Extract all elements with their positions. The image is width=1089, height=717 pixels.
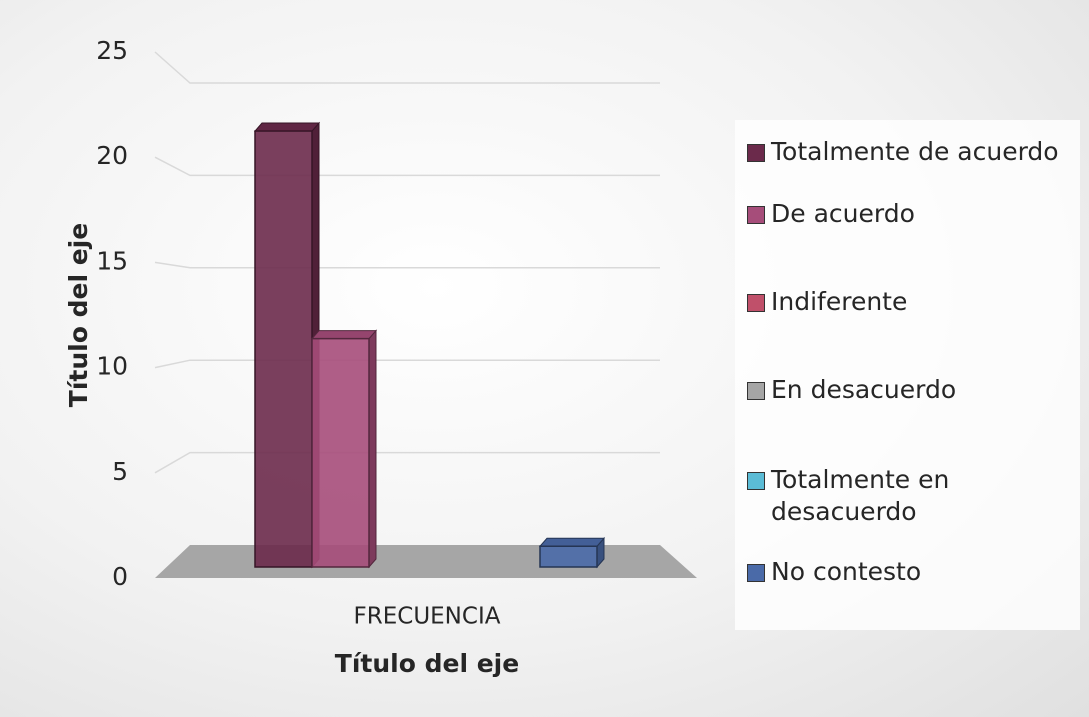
x-tick-label: FRECUENCIA (354, 604, 501, 630)
y-tick-label: 15 (96, 246, 128, 275)
bar (254, 130, 313, 568)
legend-item: En desacuerdo (747, 374, 1076, 406)
grid-line (154, 451, 660, 474)
legend-item: Totalmente en desacuerdo (747, 464, 1076, 528)
grid-line (154, 261, 660, 269)
legend-item: De acuerdo (747, 198, 1076, 230)
legend-label: De acuerdo (771, 199, 915, 228)
legend-label: Indiferente (771, 287, 908, 316)
legend-swatch (747, 206, 765, 224)
bar-top (538, 537, 606, 547)
grid-line (154, 51, 660, 84)
bar (311, 337, 370, 568)
legend-swatch (747, 382, 765, 400)
floor (155, 545, 697, 578)
bar-top (253, 122, 321, 132)
legend-item: Totalmente de acuerdo (747, 136, 1076, 168)
legend-swatch (747, 294, 765, 312)
y-tick-label: 10 (96, 352, 128, 381)
legend: Totalmente de acuerdo De acuerdo Indiferen… (735, 120, 1080, 630)
y-tick-label: 25 (96, 36, 128, 65)
legend-label: No contesto (771, 557, 922, 586)
bar-top (310, 330, 378, 340)
grid-line (154, 359, 660, 369)
y-tick-label: 0 (112, 562, 128, 591)
y-axis-title: Título del eje (64, 223, 93, 407)
legend-swatch (747, 564, 765, 582)
legend-item: Indiferente (747, 286, 1076, 318)
y-tick-label: 20 (96, 141, 128, 170)
grid-line (154, 156, 660, 177)
legend-label: Totalmente en desacuerdo (771, 465, 950, 526)
legend-swatch (747, 472, 765, 490)
legend-swatch (747, 144, 765, 162)
y-tick-label: 5 (112, 457, 128, 486)
legend-item: No contesto (747, 556, 1076, 588)
bar (539, 545, 598, 568)
x-axis-title: Título del eje (335, 649, 519, 678)
legend-label: Totalmente de acuerdo (771, 137, 1059, 166)
bar-side (368, 329, 377, 569)
legend-label: En desacuerdo (771, 375, 957, 404)
